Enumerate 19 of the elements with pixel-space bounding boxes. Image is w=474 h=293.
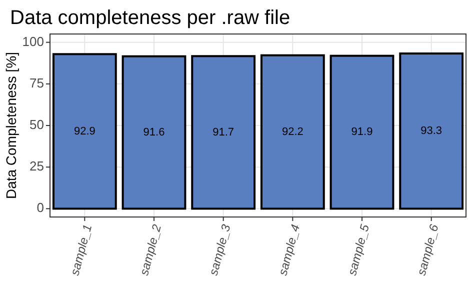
x-tick-label: sample_1 [68,222,95,277]
x-tick-label: sample_6 [414,222,442,277]
data-label: 92.9 [74,125,96,138]
y-tick-label: 50 [30,116,44,132]
data-label: 93.3 [420,124,442,137]
x-tick-label: sample_5 [344,222,372,277]
data-label: 91.9 [351,126,373,138]
data-label: 92.2 [282,126,304,138]
y-tick-label: 100 [22,34,44,49]
x-tick-label: sample_2 [136,222,164,277]
y-axis-title: Data Completeness [%] [3,52,19,200]
x-tick-label: sample_3 [206,222,234,277]
chart-title: Data completeness per .raw file [10,7,290,29]
data-label: 91.6 [143,126,165,138]
data-label: 91.7 [212,126,234,138]
y-tick-label: 75 [30,75,44,90]
y-tick-label: 25 [30,158,44,174]
y-tick-label: 0 [36,200,44,216]
x-tick-label: sample_4 [276,222,303,277]
